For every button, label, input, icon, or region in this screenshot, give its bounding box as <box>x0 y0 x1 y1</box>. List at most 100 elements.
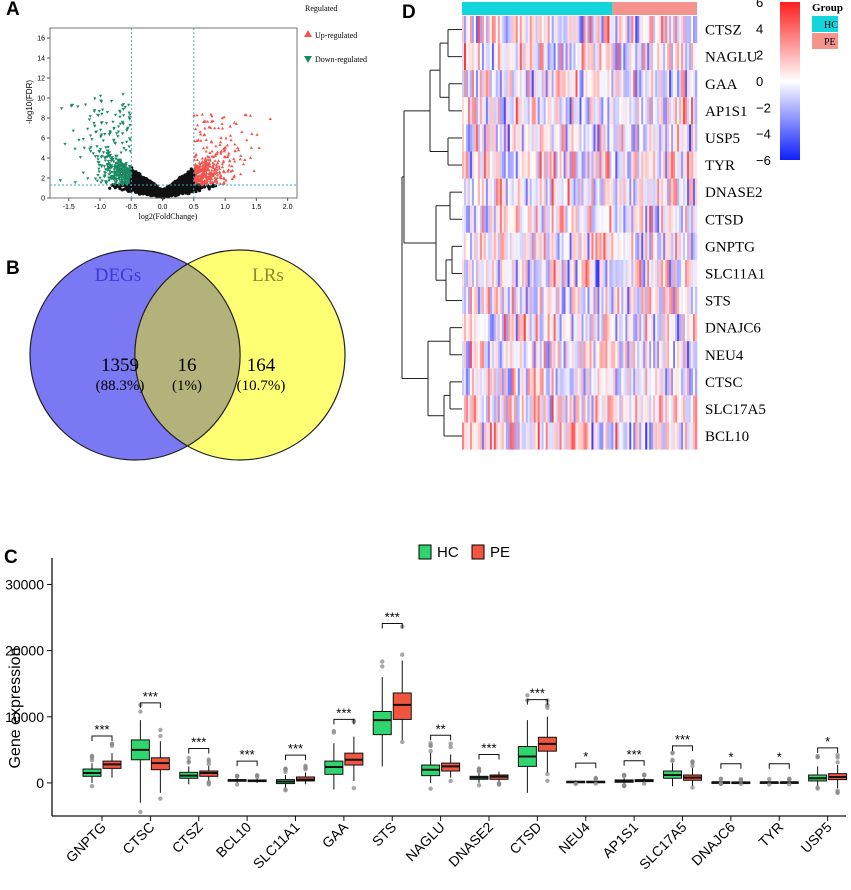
heatmap-cell <box>559 124 562 152</box>
heatmap-cell <box>481 287 485 315</box>
boxplot-outlier <box>158 796 163 801</box>
heatmap-cell <box>689 16 692 44</box>
heatmap-cell <box>635 259 638 287</box>
heatmap-cell <box>677 287 680 315</box>
heatmap-cell <box>513 232 517 260</box>
heatmap-cell <box>675 16 678 44</box>
heatmap-cell <box>477 259 481 287</box>
heatmap-cell <box>679 43 682 71</box>
heatmap-cell <box>537 314 540 342</box>
heatmap-cell <box>551 368 554 396</box>
heatmap-cell <box>507 259 511 287</box>
heatmap-cell <box>633 16 636 44</box>
heatmap-cell <box>509 124 513 152</box>
heatmap-cell <box>693 287 696 315</box>
heatmap-cell <box>667 16 670 44</box>
volcano-point <box>206 158 210 161</box>
heatmap-cell <box>675 259 678 287</box>
heatmap-cell <box>525 232 529 260</box>
heatmap-cell <box>539 43 542 71</box>
heatmap-cell <box>637 368 640 396</box>
heatmap-cell <box>557 70 560 98</box>
heatmap-cell <box>631 232 634 260</box>
volcano-point <box>196 176 200 180</box>
legend-up-label: Up-regulated <box>315 31 357 40</box>
heatmap-cell <box>597 124 600 152</box>
heatmap-cell <box>467 232 471 260</box>
heatmap-cell <box>577 232 580 260</box>
heatmap-cell <box>567 124 570 152</box>
heatmap-cell <box>647 124 650 152</box>
heatmap-cell <box>611 178 614 206</box>
heatmap-cell <box>653 97 656 125</box>
volcano-point <box>135 176 139 180</box>
heatmap-cell <box>607 259 610 287</box>
heatmap-cell <box>471 232 475 260</box>
heatmap-cell <box>663 97 666 125</box>
heatmap-cell <box>529 287 532 315</box>
heatmap-cell <box>463 259 467 287</box>
volcano-point <box>215 181 219 184</box>
heatmap-cell <box>669 259 672 287</box>
heatmap-cell <box>483 422 487 450</box>
heatmap-cell <box>523 395 527 423</box>
heatmap-cell <box>535 395 538 423</box>
heatmap-cell <box>557 124 560 152</box>
heatmap-cell <box>523 16 527 44</box>
volcano-point <box>106 155 110 159</box>
heatmap-cell <box>635 97 638 125</box>
heatmap-cell <box>617 422 620 450</box>
boxplot-ytick-label: 0 <box>36 775 44 791</box>
heatmap-cell <box>515 70 519 98</box>
heatmap-cell <box>589 205 592 233</box>
heatmap-cell <box>619 287 622 315</box>
heatmap-cell <box>645 395 648 423</box>
heatmap-cell <box>561 97 564 125</box>
volcano-point <box>190 190 194 194</box>
heatmap-cell <box>669 422 672 450</box>
heatmap-cell <box>687 178 690 206</box>
heatmap-cell <box>475 70 479 98</box>
heatmap-cell <box>633 314 636 342</box>
heatmap-cell <box>535 97 538 125</box>
heatmap-cell <box>503 97 507 125</box>
volcano-point <box>203 156 207 160</box>
heatmap-cell <box>581 287 584 315</box>
heatmap-cell <box>487 341 491 369</box>
heatmap-cell <box>659 422 662 450</box>
heatmap-cell <box>477 151 481 179</box>
heatmap-cell <box>577 395 580 423</box>
heatmap-cell <box>479 43 483 71</box>
heatmap-cell <box>509 368 513 396</box>
heatmap-cell <box>635 287 638 315</box>
heatmap-cell <box>603 259 606 287</box>
heatmap-cell <box>489 124 493 152</box>
heatmap-cell <box>601 16 604 44</box>
heatmap-cell <box>503 16 507 44</box>
heatmap-cell <box>681 205 684 233</box>
heatmap-cell <box>475 178 479 206</box>
heatmap-cell <box>505 259 509 287</box>
volcano-point <box>117 174 122 178</box>
heatmap-row-label: SLC17A5 <box>705 402 766 418</box>
volcano-point <box>222 177 226 180</box>
heatmap-cell <box>585 70 588 98</box>
heatmap-cell <box>633 259 636 287</box>
heatmap-cell <box>645 232 648 260</box>
heatmap-cell <box>587 422 590 450</box>
heatmap-cell <box>671 205 674 233</box>
heatmap-cell <box>659 124 662 152</box>
heatmap-cell <box>587 43 590 71</box>
heatmap-cell <box>693 124 696 152</box>
heatmap-cell <box>595 151 598 179</box>
heatmap-cell <box>519 422 523 450</box>
volcano-point <box>177 181 181 185</box>
heatmap-cell <box>539 16 542 44</box>
volcano-point <box>127 145 131 149</box>
heatmap-cell <box>673 97 676 125</box>
heatmap-cell <box>569 232 572 260</box>
volcano-ylabel: -log10(FDR) <box>25 80 34 124</box>
heatmap-cell <box>531 97 534 125</box>
heatmap-cell <box>623 232 626 260</box>
heatmap-cell <box>617 232 620 260</box>
